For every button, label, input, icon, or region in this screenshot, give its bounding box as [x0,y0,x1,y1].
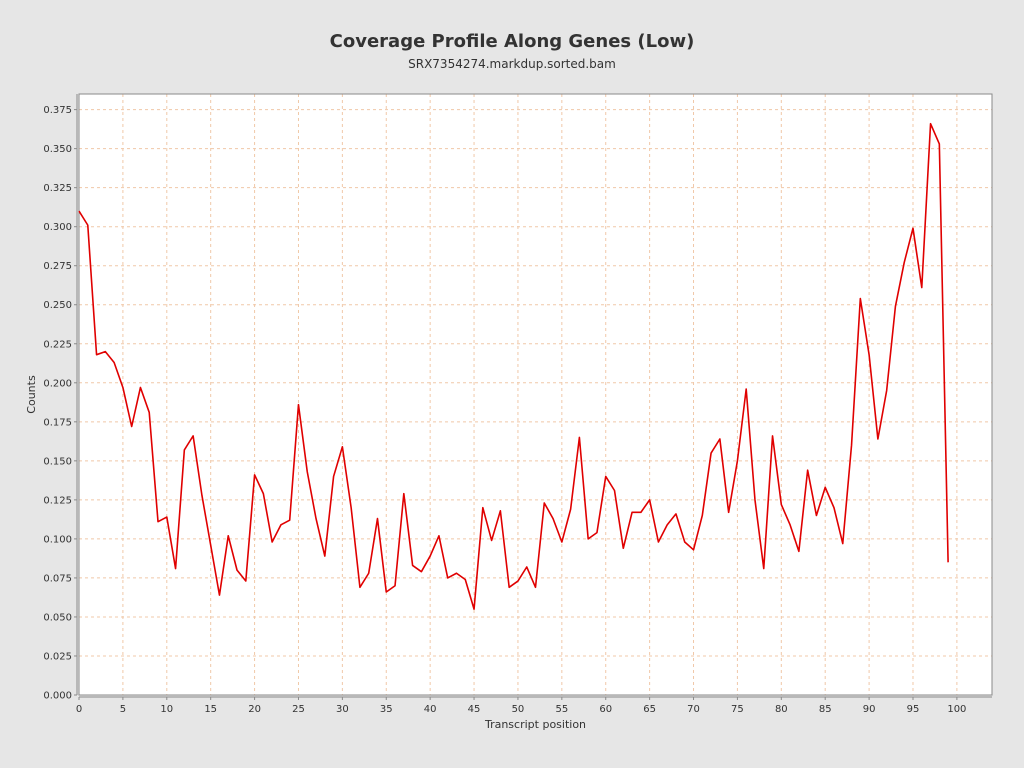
grid [78,94,992,696]
y-axis-label: Counts [25,375,38,414]
series-line [78,122,949,610]
x-tick-label: 75 [731,704,744,715]
y-tick-label: 0.025 [43,651,72,662]
x-axis-label: Transcript position [484,718,586,731]
x-tick-label: 65 [643,704,656,715]
y-tick-label: 0.250 [43,300,72,311]
x-tick-label: 95 [907,704,920,715]
y-tick-label: 0.300 [43,222,72,233]
x-tick-label: 20 [248,704,261,715]
y-tick-label: 0.000 [43,691,72,702]
y-tick-label: 0.175 [43,417,72,428]
y-tick-label: 0.225 [43,339,72,350]
x-tick-label: 35 [380,704,393,715]
x-tick-label: 100 [947,704,966,715]
y-tick-label: 0.125 [43,495,72,506]
chart-title: Coverage Profile Along Genes (Low) [329,31,695,52]
x-tick-label: 90 [863,704,876,715]
x-tick-label: 50 [512,704,525,715]
x-tick-label: 55 [555,704,568,715]
x-tick-label: 0 [76,704,82,715]
y-tick-label: 0.375 [43,105,72,116]
x-tick-label: 25 [292,704,305,715]
x-tick-label: 60 [599,704,612,715]
x-tick-label: 80 [775,704,788,715]
plot-background [79,94,992,695]
y-tick-label: 0.325 [43,183,72,194]
x-tick-label: 85 [819,704,832,715]
axes: 0 5 10 15 20 25 30 35 40 45 50 55 60 65 70 75 80 85 90 95 10… [43,94,992,715]
y-tick-label: 0.200 [43,378,72,389]
plot-border [78,93,993,696]
y-tick-label: 0.050 [43,612,72,623]
chart-subtitle: SRX7354274.markdup.sorted.bam [408,57,616,71]
x-tick-label: 45 [468,704,481,715]
y-tick-label: 0.100 [43,534,72,545]
x-tick-label: 15 [204,704,217,715]
y-tick-label: 0.075 [43,573,72,584]
y-tick-label: 0.150 [43,456,72,467]
y-tick-label: 0.275 [43,261,72,272]
x-tick-label: 5 [120,704,126,715]
series-layer [78,122,949,610]
x-tick-label: 30 [336,704,349,715]
x-tick-label: 10 [160,704,173,715]
x-tick-label: 40 [424,704,437,715]
x-tick-label: 70 [687,704,700,715]
y-tick-label: 0.350 [43,144,72,155]
